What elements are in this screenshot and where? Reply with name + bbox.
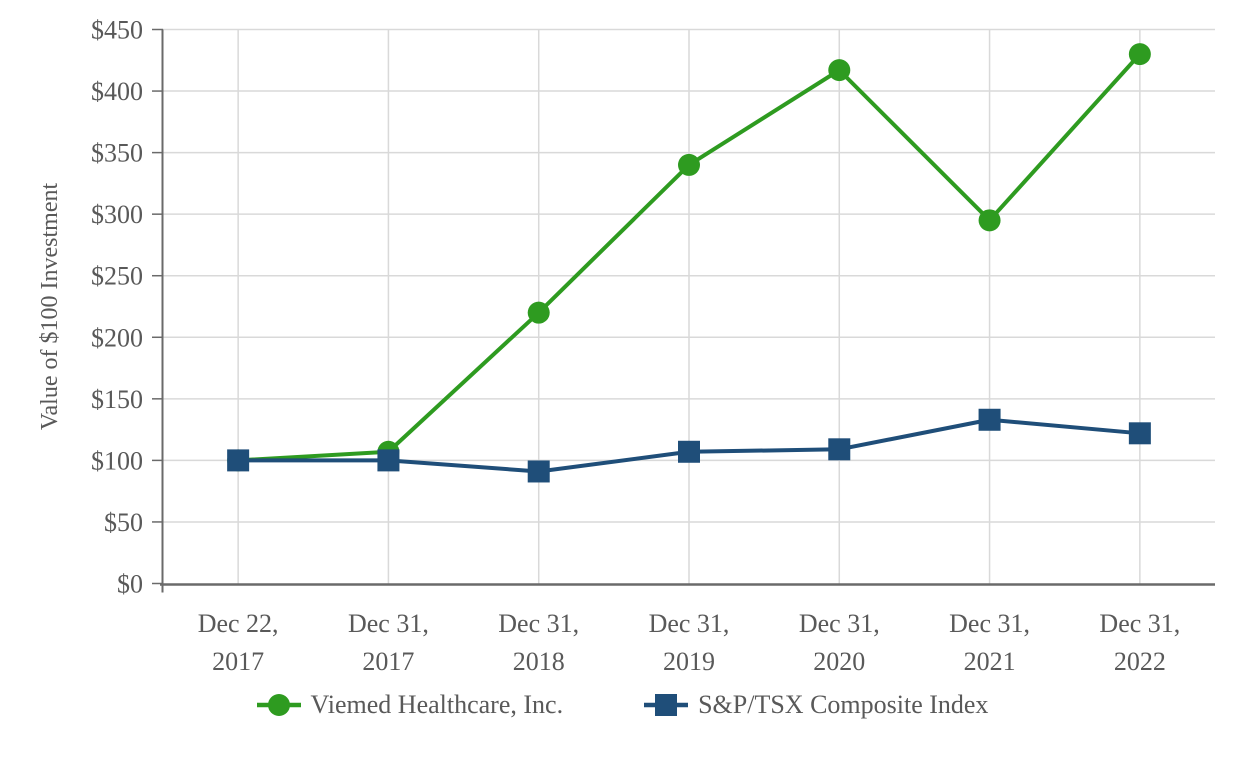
x-tick-label-line: 2017: [212, 647, 264, 676]
x-tick-label: Dec 22, 2017: [198, 609, 279, 676]
chart-plot-area: $0 $50 $100 $150 $200 $250 $300 $350 $400 $450 Dec…: [37, 16, 1215, 676]
x-tick-label-line: Dec 31,: [498, 609, 579, 638]
y-tick-label: $0: [117, 570, 143, 599]
x-tick-label-line: Dec 31,: [949, 609, 1030, 638]
x-tick-label-line: Dec 31,: [348, 609, 429, 638]
series-marker-1: [227, 449, 250, 472]
y-tick-label: $150: [91, 385, 143, 414]
legend-label-tsx: S&P/TSX Composite Index: [698, 690, 989, 719]
y-tick-label: $450: [91, 16, 143, 45]
x-tick-label: Dec 31, 2017: [348, 609, 429, 676]
tsx-series-marker-icon: [644, 694, 689, 716]
x-tick-label-line: 2020: [813, 647, 865, 676]
series-marker-1: [978, 408, 1001, 431]
x-tick-label: Dec 31, 2021: [949, 609, 1030, 676]
x-tick-label-line: 2022: [1114, 647, 1166, 676]
legend-item-tsx: S&P/TSX Composite Index: [643, 690, 988, 720]
legend-label-viemed: Viemed Healthcare, Inc.: [310, 690, 564, 719]
series-marker-0: [678, 153, 700, 176]
series-marker-0: [978, 209, 1001, 232]
legend-item-viemed: Viemed Healthcare, Inc.: [256, 690, 564, 720]
x-tick-label: Dec 31, 2018: [498, 609, 579, 676]
series-marker-1: [377, 449, 400, 472]
chart-legend: Viemed Healthcare, Inc. S&P/TSX Composit…: [0, 690, 1244, 720]
series-marker-0: [1128, 43, 1151, 66]
x-tick-label-line: 2019: [663, 647, 715, 676]
x-tick-label-line: 2017: [362, 647, 414, 676]
series-marker-0: [828, 59, 851, 82]
x-tick-label: Dec 31, 2019: [649, 609, 730, 676]
x-tick-label: Dec 31, 2022: [1099, 609, 1180, 676]
x-tick-label-line: Dec 22,: [198, 609, 279, 638]
y-tick-label: $100: [91, 446, 143, 475]
x-tick-label-line: Dec 31,: [1099, 609, 1180, 638]
series-marker-1: [828, 438, 851, 461]
series-marker-1: [678, 440, 700, 463]
y-tick-label: $350: [91, 139, 143, 168]
viemed-series-marker-icon: [256, 694, 301, 716]
x-tick-label-line: Dec 31,: [649, 609, 730, 638]
y-tick-label: $50: [104, 508, 143, 537]
y-tick-label: $300: [91, 200, 143, 229]
tsx-legend-square: [655, 694, 678, 716]
series-marker-0: [527, 301, 550, 324]
viemed-legend-circle: [267, 694, 290, 716]
x-tick-label-line: Dec 31,: [799, 609, 880, 638]
x-tick-label: Dec 31, 2020: [799, 609, 880, 676]
y-axis-title: Value of $100 Investment: [37, 183, 63, 431]
y-tick-label: $200: [91, 323, 143, 352]
x-tick-label-line: 2018: [513, 647, 565, 676]
series-marker-1: [527, 460, 550, 483]
y-tick-label: $250: [91, 262, 143, 291]
y-tick-label: $400: [91, 77, 143, 106]
series-marker-1: [1128, 422, 1151, 445]
x-tick-label-line: 2021: [964, 647, 1016, 676]
